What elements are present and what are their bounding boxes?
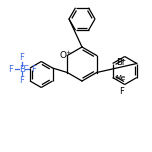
Text: Me: Me — [116, 76, 126, 81]
Text: B: B — [19, 64, 25, 74]
Text: −: − — [23, 62, 28, 67]
Text: F: F — [20, 53, 24, 62]
Text: F: F — [31, 64, 36, 74]
Text: F: F — [20, 76, 24, 85]
Text: +: + — [65, 50, 70, 55]
Text: Br: Br — [117, 58, 126, 67]
Text: F: F — [119, 88, 124, 97]
Text: O: O — [60, 51, 67, 60]
Text: F: F — [8, 64, 13, 74]
